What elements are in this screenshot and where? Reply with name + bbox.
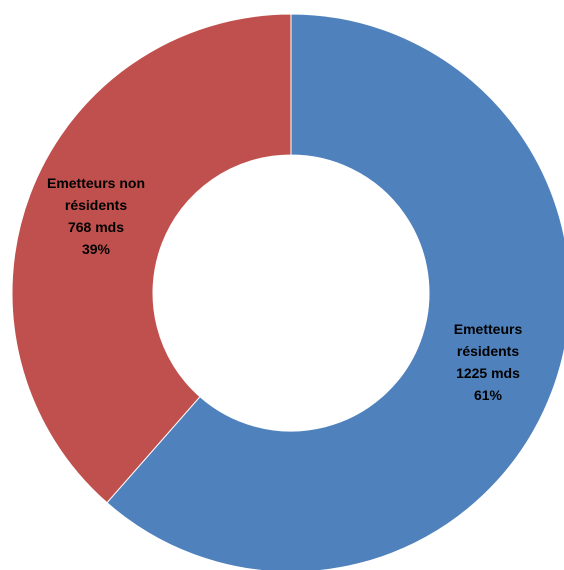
slice-1-label-line-3: 39% [82,241,111,257]
labels-group: Emetteurs résidents 1225 mds 61% Emetteurs n… [47,175,522,403]
slice-0-label-line-0: Emetteurs [454,321,523,337]
slice-0-label-line-2: 1225 mds [456,365,520,381]
slice-1-label-line-0: Emetteurs non [47,175,145,191]
slice-0 [106,13,564,570]
slice-1-label-line-2: 768 mds [68,219,124,235]
slice-0-label-line-3: 61% [474,387,503,403]
slices-group [11,13,564,570]
slice-1 [11,13,292,504]
slice-1-label-line-1: résidents [65,197,127,213]
slice-0-label-line-1: résidents [457,343,519,359]
